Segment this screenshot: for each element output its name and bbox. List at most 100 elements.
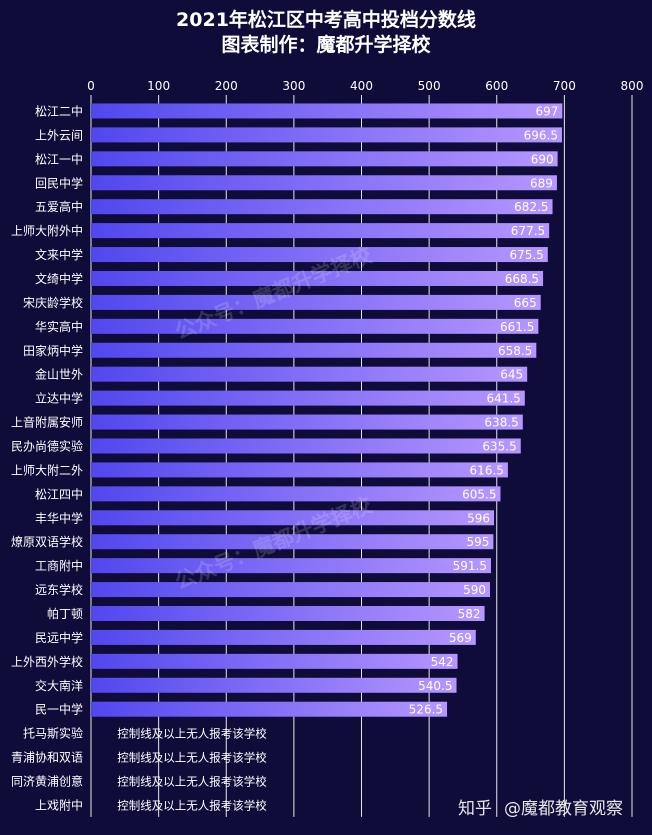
category-label: 宋庆龄学校 xyxy=(23,295,83,310)
data-label: 616.5 xyxy=(470,463,504,477)
data-label: 635.5 xyxy=(482,439,516,453)
data-label: 542 xyxy=(431,655,454,669)
category-label: 工商附中 xyxy=(35,558,83,573)
data-label: 668.5 xyxy=(505,272,539,286)
bar xyxy=(91,701,448,717)
x-tick-label: 400 xyxy=(350,79,373,93)
data-label: 689 xyxy=(530,176,553,190)
chart-title-line2: 图表制作：魔都升学择校 xyxy=(221,34,431,56)
bar xyxy=(91,127,563,143)
data-label: 641.5 xyxy=(486,392,520,406)
bar xyxy=(91,223,550,239)
x-tick-label: 0 xyxy=(87,79,95,93)
bar xyxy=(91,629,476,645)
category-label: 民一中学 xyxy=(35,702,83,717)
bar xyxy=(91,318,539,334)
bar xyxy=(91,390,525,406)
x-tick-label: 100 xyxy=(147,79,170,93)
data-label-no-applicants: 控制线及以上无人报考该学校 xyxy=(117,727,267,741)
x-axis-ticks: 0 100 200 300 400 500 600 700 800 xyxy=(87,79,643,93)
bar xyxy=(91,486,501,502)
x-tick-label: 700 xyxy=(553,79,576,93)
data-label: 661.5 xyxy=(500,320,534,334)
data-label: 697 xyxy=(535,104,558,118)
data-label: 569 xyxy=(449,631,472,645)
category-label: 文来中学 xyxy=(35,247,83,262)
category-label: 上外云间 xyxy=(35,128,83,142)
data-label: 690 xyxy=(531,152,554,166)
category-label: 立达中学 xyxy=(35,391,83,406)
category-label: 丰华中学 xyxy=(35,510,83,525)
x-tick-label: 500 xyxy=(418,79,441,93)
data-label: 595 xyxy=(466,535,489,549)
bar xyxy=(91,294,541,310)
chart-title-line1: 2021年松江区中考高中投档分数线 xyxy=(176,9,476,31)
category-label: 上戏附中 xyxy=(35,797,83,812)
category-label: 燎原双语学校 xyxy=(11,534,83,549)
category-label: 文绮中学 xyxy=(35,271,83,286)
category-label: 青浦协和双语 xyxy=(11,750,83,765)
category-label: 上外西外学校 xyxy=(11,654,83,669)
bars xyxy=(91,103,563,717)
data-label: 582 xyxy=(458,607,481,621)
data-label: 590 xyxy=(463,583,486,597)
data-label: 682.5 xyxy=(514,200,548,214)
data-label: 596 xyxy=(467,511,490,525)
bar xyxy=(91,438,521,454)
data-label: 677.5 xyxy=(511,224,545,238)
bar xyxy=(91,558,492,574)
bar xyxy=(91,582,490,598)
data-label: 526.5 xyxy=(409,703,443,717)
data-label: 665 xyxy=(514,296,537,310)
bar xyxy=(91,151,558,167)
category-label: 上音附属安师 xyxy=(11,415,83,430)
x-tick-label: 800 xyxy=(621,79,644,93)
category-label: 交大南洋 xyxy=(35,678,83,693)
bar xyxy=(91,342,537,358)
grid-lines xyxy=(90,95,633,817)
bar xyxy=(91,677,457,693)
category-label: 上师大附二外 xyxy=(11,463,83,477)
category-label: 松江一中 xyxy=(35,151,83,166)
bar xyxy=(91,653,458,669)
data-label-no-applicants: 控制线及以上无人报考该学校 xyxy=(117,751,267,765)
category-label: 同济黄浦创意 xyxy=(11,774,83,789)
bar xyxy=(91,510,495,526)
data-label: 645 xyxy=(500,368,523,382)
category-label: 回民中学 xyxy=(35,175,83,190)
x-tick-label: 600 xyxy=(485,79,508,93)
bar xyxy=(91,366,528,382)
category-label: 托马斯实验 xyxy=(23,726,83,741)
category-label: 上师大附外中 xyxy=(11,223,83,238)
zhihu-logo-text: 知乎 xyxy=(458,799,492,819)
data-label-no-applicants: 控制线及以上无人报考该学校 xyxy=(117,798,267,812)
bar xyxy=(91,175,557,191)
account-name: @魔都教育观察 xyxy=(504,799,623,819)
category-label: 松江二中 xyxy=(35,103,83,118)
category-label: 民远中学 xyxy=(35,630,83,645)
data-label-no-applicants: 控制线及以上无人报考该学校 xyxy=(117,775,267,789)
data-label: 605.5 xyxy=(462,487,496,501)
bar xyxy=(91,103,563,119)
x-tick-label: 200 xyxy=(215,79,238,93)
bar xyxy=(91,605,485,621)
data-label: 591.5 xyxy=(453,559,487,573)
category-label: 田家炳中学 xyxy=(23,343,83,358)
bar xyxy=(91,534,494,550)
category-label: 松江四中 xyxy=(35,486,83,501)
data-label: 696.5 xyxy=(524,128,558,142)
category-labels: 松江二中上外云间松江一中回民中学五爱高中上师大附外中文来中学文绮中学宋庆龄学校华… xyxy=(11,103,83,812)
category-label: 金山世外 xyxy=(35,367,83,382)
data-label: 540.5 xyxy=(418,679,452,693)
category-label: 五爱高中 xyxy=(35,199,83,214)
data-label: 675.5 xyxy=(509,248,543,262)
category-label: 远东学校 xyxy=(35,582,83,597)
category-label: 帕丁顿 xyxy=(47,606,83,621)
data-label: 638.5 xyxy=(484,416,518,430)
bar xyxy=(91,414,523,430)
data-label: 658.5 xyxy=(498,344,532,358)
bar xyxy=(91,199,553,215)
bar xyxy=(91,462,508,478)
bar xyxy=(91,270,544,286)
